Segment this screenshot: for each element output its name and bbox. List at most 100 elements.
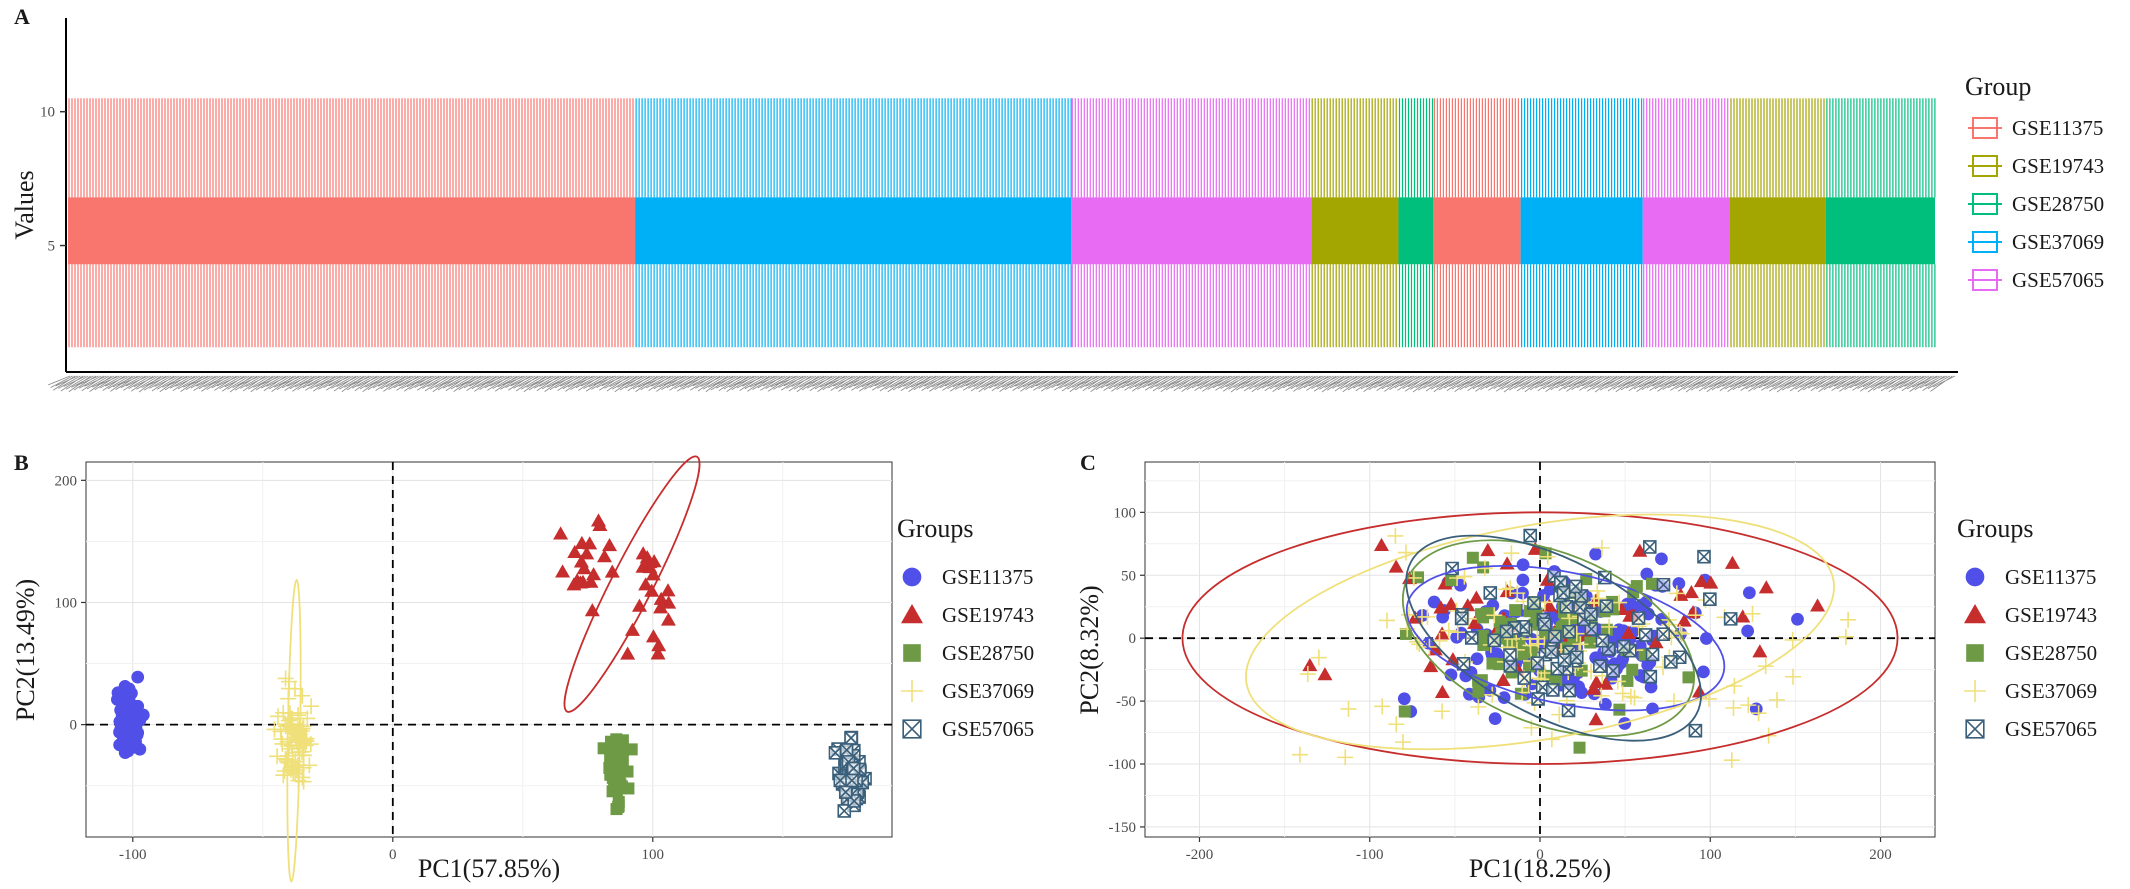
point-gse37069 [1476, 560, 1493, 577]
point-gse37069 [303, 698, 320, 715]
panel-b-ticks: -100 0 100 0 100 200 [55, 473, 665, 863]
panel-c-letter: C [1080, 450, 1096, 475]
boxplot-segment-gse19743 [1729, 98, 1826, 348]
box-whiskers [1398, 98, 1434, 348]
point-gse37069 [1622, 688, 1639, 705]
panel-b-plot-area [85, 461, 893, 838]
point-gse11375 [1791, 612, 1804, 626]
point-gse11375 [118, 687, 132, 700]
ellipse-gse19743 [1181, 511, 1899, 765]
legend-item-gse11375: GSE11375 [1968, 116, 2103, 140]
point-gse37069 [275, 767, 292, 784]
legend-item-gse19743: GSE19743 [1968, 154, 2104, 178]
legend-label: GSE11375 [2005, 565, 2096, 589]
point-gse11375 [1640, 567, 1654, 581]
point-gse19743 [1317, 667, 1333, 681]
point-gse37069 [297, 732, 314, 749]
point-gse37069 [276, 763, 293, 780]
point-gse19743 [1527, 541, 1543, 555]
point-gse57065 [1595, 633, 1610, 648]
legend-item-gse28750: GSE28750 [1966, 641, 2097, 665]
point-gse11375 [1589, 547, 1602, 561]
point-gse19743 [1683, 584, 1699, 599]
point-gse19743 [1467, 615, 1483, 629]
box-body [1071, 197, 1312, 265]
x-tick-label: -100 [1356, 847, 1384, 863]
point-gse37069 [1536, 664, 1553, 681]
point-gse28750 [1573, 741, 1586, 754]
box-whiskers [68, 98, 634, 348]
point-gse37069 [1502, 580, 1519, 597]
point-gse37069 [1337, 749, 1354, 766]
legend-item-gse37069: GSE37069 [901, 679, 1034, 703]
boxplot-segment-gse57065 [1071, 98, 1312, 348]
point-gse11375 [115, 702, 129, 715]
point-gse57065 [833, 773, 848, 788]
point-gse57065 [1656, 577, 1671, 592]
point-gse37069 [1593, 539, 1610, 556]
boxplot-segment-gse19743 [1311, 98, 1399, 348]
series-gse57065 [828, 730, 872, 818]
point-gse19743 [660, 583, 676, 597]
panel-b-reference-lines [86, 462, 892, 837]
point-gse19743 [1443, 596, 1459, 611]
point-gse19743 [1388, 559, 1404, 573]
legend-key-gse37069 [1964, 680, 1986, 702]
point-gse11375 [129, 720, 143, 734]
box-body [1311, 197, 1399, 265]
point-gse37069 [1486, 607, 1503, 624]
point-gse57065 [1548, 629, 1562, 644]
panel-c-legend: GSE11375 GSE19743 GSE28750 GSE37069 GSE57065 [1964, 565, 2097, 741]
box-whiskers [635, 98, 1072, 348]
legend-item-gse11375: GSE11375 [1965, 565, 2096, 589]
boxplot-segment-gse37069 [1520, 98, 1643, 348]
boxplot-segment-gse11375 [1433, 98, 1521, 348]
point-gse37069 [1611, 594, 1628, 611]
point-gse19743 [631, 598, 647, 612]
point-gse37069 [1522, 637, 1539, 654]
box-body [635, 197, 1072, 265]
point-gse57065 [1562, 683, 1576, 698]
point-gse19743 [651, 638, 667, 652]
point-gse57065 [1517, 671, 1532, 685]
point-gse37069 [1784, 631, 1801, 648]
legend-item-gse57065: GSE57065 [1965, 717, 2097, 741]
point-gse28750 [1621, 674, 1634, 687]
point-gse57065 [1688, 723, 1703, 738]
point-gse37069 [269, 748, 286, 765]
point-gse57065 [1631, 611, 1646, 625]
legend-item-gse19743: GSE19743 [901, 603, 1034, 627]
point-gse28750 [1399, 627, 1412, 640]
point-gse37069 [1701, 690, 1718, 707]
point-gse37069 [1723, 752, 1740, 769]
point-gse19743 [1588, 712, 1604, 726]
series-gse11375 [111, 670, 150, 760]
point-gse19743 [574, 535, 590, 550]
legend-key-gse28750 [903, 644, 921, 662]
point-gse11375 [1459, 669, 1473, 683]
legend-item-gse19743: GSE19743 [1964, 603, 2097, 627]
point-gse19743 [584, 603, 600, 617]
point-gse37069 [1456, 568, 1473, 585]
point-gse19743 [1620, 625, 1636, 639]
box-body [1729, 197, 1826, 265]
legend-key-gse57065 [1965, 719, 1985, 739]
point-gse19743 [645, 629, 661, 643]
point-gse19743 [602, 537, 618, 552]
point-gse19743 [1752, 644, 1768, 658]
point-gse19743 [620, 646, 636, 660]
point-gse57065 [1593, 659, 1607, 673]
point-gse37069 [1744, 605, 1761, 622]
point-gse37069 [280, 690, 297, 707]
point-gse37069 [1497, 581, 1514, 598]
point-gse28750 [605, 735, 618, 748]
legend-label: GSE57065 [2012, 268, 2104, 292]
point-gse11375 [1672, 577, 1686, 590]
point-gse19743 [1703, 575, 1719, 589]
panel-a-y-label: Values [10, 170, 39, 239]
panel-b-letter: B [14, 450, 29, 475]
panel-a-letter: A [14, 4, 30, 29]
legend-key-gse11375 [1965, 567, 1985, 587]
point-gse28750 [613, 765, 626, 778]
point-gse37069 [1470, 698, 1487, 715]
